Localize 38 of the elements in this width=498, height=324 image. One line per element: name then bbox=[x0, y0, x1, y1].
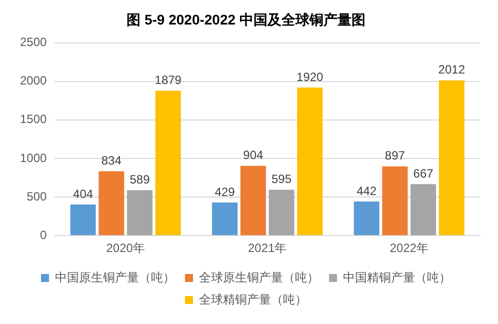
data-label: 589 bbox=[130, 172, 150, 186]
data-label: 667 bbox=[413, 166, 434, 180]
x-tick-label: 2020年 bbox=[106, 241, 145, 256]
bar bbox=[155, 90, 181, 236]
legend-label: 中国原生铜产量（吨） bbox=[55, 270, 175, 284]
legend-label: 中国精铜产量（吨） bbox=[343, 270, 451, 284]
legend-label: 全球原生铜产量（吨） bbox=[199, 270, 319, 284]
y-tick-label: 500 bbox=[26, 189, 48, 204]
data-label: 595 bbox=[272, 172, 292, 186]
y-tick-label: 2500 bbox=[20, 35, 48, 50]
data-label: 834 bbox=[101, 154, 122, 168]
y-tick-label: 2000 bbox=[20, 74, 48, 88]
data-label: 442 bbox=[356, 184, 377, 198]
y-tick-label: 1500 bbox=[20, 112, 48, 126]
bar bbox=[268, 190, 294, 236]
legend-label: 全球精铜产量（吨） bbox=[199, 292, 307, 306]
data-label: 2012 bbox=[438, 62, 466, 77]
bar bbox=[382, 166, 408, 236]
bar bbox=[240, 166, 266, 236]
x-tick-label: 2022年 bbox=[390, 241, 428, 256]
chart-title: 图 5-9 2020-2022 中国及全球铜产量图 bbox=[126, 11, 366, 28]
bar bbox=[98, 171, 124, 236]
data-label: 429 bbox=[214, 184, 236, 199]
bar bbox=[410, 184, 436, 236]
bar bbox=[297, 88, 323, 236]
data-label: 897 bbox=[384, 148, 406, 163]
bar bbox=[438, 80, 464, 236]
y-tick-label: 0 bbox=[40, 228, 48, 242]
data-label: 1879 bbox=[154, 73, 182, 88]
data-label: 404 bbox=[73, 186, 94, 201]
bar bbox=[70, 204, 96, 236]
x-tick-label: 2021年 bbox=[248, 241, 287, 256]
data-label: 1920 bbox=[296, 70, 324, 84]
bar bbox=[212, 202, 238, 236]
data-label: 904 bbox=[243, 148, 264, 162]
y-tick-label: 1000 bbox=[20, 150, 48, 165]
bar bbox=[126, 190, 153, 236]
bar bbox=[354, 202, 380, 236]
